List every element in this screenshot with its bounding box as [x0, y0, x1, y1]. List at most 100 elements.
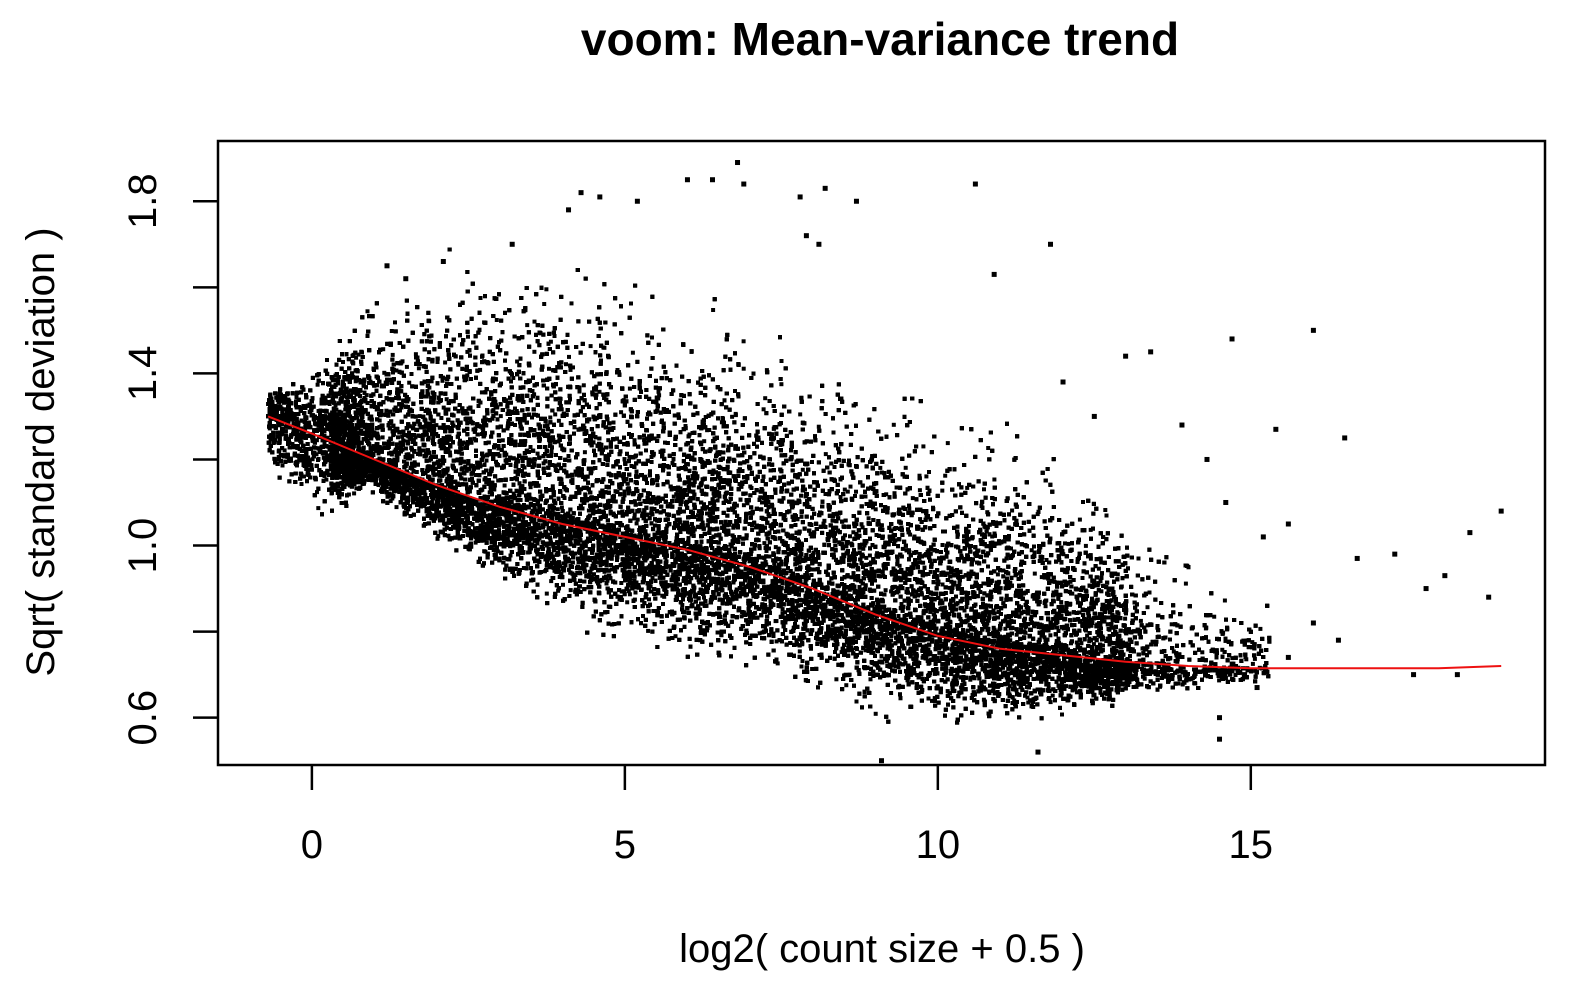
- scatter-point: [494, 459, 498, 464]
- scatter-point: [800, 467, 805, 472]
- scatter-point: [1085, 633, 1090, 638]
- scatter-point: [867, 553, 872, 558]
- scatter-point: [384, 408, 389, 413]
- scatter-point: [500, 438, 505, 443]
- scatter-point: [1048, 633, 1053, 638]
- scatter-point: [860, 542, 864, 547]
- scatter-point: [296, 422, 301, 427]
- scatter-point: [585, 555, 590, 560]
- scatter-point: [875, 551, 880, 556]
- scatter-point: [873, 711, 878, 716]
- scatter-point: [741, 503, 746, 508]
- scatter-point: [947, 585, 952, 590]
- scatter-point: [630, 541, 635, 545]
- scatter-point: [528, 485, 533, 490]
- scatter-point: [907, 506, 912, 511]
- scatter-point: [1096, 566, 1101, 571]
- scatter-point: [896, 665, 901, 670]
- scatter-point: [676, 412, 681, 417]
- scatter-point: [835, 589, 840, 594]
- scatter-point: [810, 667, 815, 671]
- scatter-point: [354, 486, 359, 491]
- scatter-point: [760, 500, 764, 505]
- scatter-point: [495, 549, 500, 554]
- scatter-point: [884, 659, 889, 664]
- scatter-point: [844, 544, 849, 549]
- scatter-point: [642, 433, 646, 438]
- scatter-point: [466, 334, 470, 339]
- scatter-point: [1200, 650, 1205, 655]
- scatter-point: [1091, 642, 1096, 647]
- scatter-point: [968, 675, 973, 680]
- scatter-point: [1115, 572, 1120, 577]
- scatter-point: [780, 607, 785, 612]
- scatter-point: [442, 445, 447, 450]
- scatter-point: [814, 581, 819, 586]
- scatter-point: [561, 561, 566, 566]
- scatter-point: [849, 575, 854, 580]
- scatter-point: [444, 397, 449, 402]
- scatter-point: [390, 496, 395, 501]
- scatter-point: [314, 438, 319, 443]
- scatter-point: [758, 495, 763, 500]
- scatter-point: [940, 582, 945, 587]
- scatter-point: [846, 597, 851, 602]
- scatter-point: [924, 474, 929, 479]
- scatter-point: [515, 359, 520, 364]
- scatter-point: [930, 698, 934, 703]
- scatter-point: [978, 590, 983, 594]
- scatter-point: [1208, 668, 1213, 673]
- scatter-point: [1076, 617, 1081, 622]
- scatter-point: [767, 554, 772, 559]
- scatter-point: [962, 663, 967, 668]
- scatter-point: [671, 494, 676, 499]
- scatter-point: [1140, 670, 1145, 674]
- scatter-point: [1110, 592, 1115, 597]
- scatter-point: [1035, 512, 1040, 517]
- scatter-point: [647, 434, 652, 439]
- scatter-point: [549, 579, 554, 584]
- scatter-point: [1002, 663, 1007, 668]
- scatter-point: [917, 488, 922, 493]
- scatter-point: [834, 677, 839, 682]
- scatter-point: [1043, 604, 1048, 609]
- scatter-point: [980, 641, 984, 646]
- scatter-point: [741, 339, 746, 344]
- scatter-point: [822, 518, 827, 523]
- scatter-point: [478, 367, 483, 372]
- scatter-point: [423, 471, 428, 475]
- scatter-point: [750, 528, 755, 532]
- scatter-point: [1010, 508, 1015, 513]
- scatter-point: [1103, 508, 1108, 512]
- scatter-point: [783, 610, 787, 615]
- scatter-point: [348, 388, 353, 393]
- scatter-point: [773, 545, 778, 550]
- scatter-point: [272, 456, 277, 461]
- scatter-point: [1009, 661, 1014, 666]
- scatter-point: [1096, 651, 1101, 656]
- scatter-point: [991, 684, 996, 689]
- scatter-point: [680, 603, 685, 607]
- scatter-point: [356, 352, 361, 357]
- scatter-point: [981, 581, 986, 586]
- scatter-point: [897, 563, 902, 568]
- scatter-point: [684, 561, 689, 566]
- scatter-point: [330, 410, 335, 415]
- scatter-point: [1073, 668, 1078, 673]
- scatter-point: [866, 516, 871, 521]
- scatter-point: [582, 450, 587, 455]
- scatter-point: [553, 412, 558, 417]
- scatter-point: [413, 435, 418, 440]
- scatter-point: [921, 444, 926, 449]
- scatter-point: [845, 489, 850, 494]
- scatter-point: [952, 568, 957, 573]
- scatter-point: [1169, 622, 1174, 627]
- scatter-point: [1042, 575, 1047, 580]
- scatter-point: [779, 382, 784, 387]
- scatter-point: [730, 414, 735, 419]
- scatter-point: [518, 498, 523, 502]
- scatter-point: [900, 546, 905, 551]
- scatter-point: [1217, 678, 1222, 683]
- scatter-point: [646, 628, 651, 633]
- scatter-point: [763, 396, 768, 401]
